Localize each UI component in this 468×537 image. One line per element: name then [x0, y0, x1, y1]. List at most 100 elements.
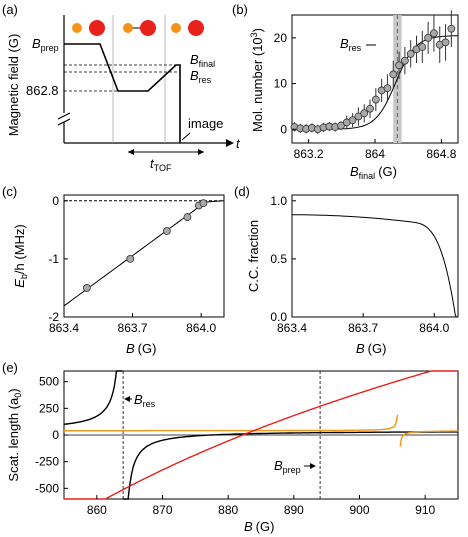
b-xtick-label: 864.8 [426, 147, 456, 161]
b-data-point [406, 49, 415, 58]
c-ytick-label: -2 [48, 310, 59, 324]
atom-small-icon [72, 23, 82, 33]
b-plot-area: 863.2 864 864.8 0 10 20 [274, 10, 458, 161]
a-862-label: 862.8 [26, 83, 59, 98]
c-data-point [199, 199, 208, 208]
e-xtick-label: 890 [284, 503, 304, 517]
a-tof-arrow-right [198, 149, 204, 155]
e-xtick-label: 880 [218, 503, 238, 517]
b-ytick-label: 10 [274, 77, 288, 91]
e-xlabel: B (G) [244, 519, 274, 534]
b-bres-annotation: Bres [340, 36, 362, 53]
a-xlabel: t [236, 136, 241, 151]
e-ytick-label: 0 [52, 428, 59, 442]
c-data-point [183, 213, 192, 221]
e-bprep-arrowhead [310, 463, 316, 469]
e-plot-area: 860 870 880 890 900 910 -500 -250 0 250 500 [35, 370, 458, 517]
e-black-curve-right [123, 431, 458, 500]
panel-a: (a) Magnetic field (G) t Bprep 862.8 Bfi… [2, 2, 241, 173]
a-ylabel: Magnetic field (G) [6, 34, 21, 137]
a-field-sequence [64, 43, 181, 143]
e-bres-arrowhead [124, 396, 130, 402]
b-data-point [371, 95, 380, 104]
a-x-arrow [226, 139, 234, 147]
d-ylabel: C.C. fraction [246, 220, 261, 292]
b-data-point [360, 109, 369, 118]
a-axis-break-2 [57, 118, 71, 126]
e-xtick-label: 900 [349, 503, 369, 517]
b-fit-curve [292, 35, 458, 130]
b-ytick-label: 0 [280, 122, 287, 136]
panel-d: (d) 863.4 863.7 864.0 0.0 0.5 1.0 C.C. fracti… [234, 184, 459, 356]
d-xtick-label: 863.4 [277, 321, 307, 335]
c-plot-area: 863.4 863.7 864.0 0 -1 -2 [48, 194, 225, 335]
atom-small-icon-2 [171, 23, 181, 33]
panel-label-d: (d) [234, 184, 250, 199]
e-black-curve-left [64, 370, 123, 425]
b-xtick-label: 863.2 [294, 147, 324, 161]
b-data-point [418, 43, 427, 51]
c-ylabel: Eb/h (MHz) [12, 224, 29, 288]
e-orange-curve-left [64, 414, 399, 432]
e-ylabel: Scat. length (a0) [6, 388, 23, 481]
c-xtick-label: 863.4 [49, 321, 79, 335]
e-ytick-label: -250 [35, 455, 59, 469]
c-xtick-label: 864.0 [186, 321, 216, 335]
c-ytick-label: -1 [48, 252, 59, 266]
a-bprep-label: Bprep [32, 36, 59, 53]
b-data-point [424, 33, 433, 42]
d-xtick-label: 864.0 [419, 321, 449, 335]
d-xtick-label: 863.7 [348, 321, 378, 335]
a-axis-break [57, 112, 71, 120]
e-xtick-label: 870 [152, 503, 172, 517]
d-ytick-label: 0.0 [270, 310, 287, 324]
e-ytick-label: 250 [39, 401, 59, 415]
panel-label-b: (b) [232, 2, 248, 17]
b-data-point [389, 70, 398, 79]
a-image-pointer [181, 132, 191, 141]
e-xtick-label: 860 [87, 503, 107, 517]
e-ytick-label: 500 [39, 375, 59, 389]
molecule-small-atom-icon [123, 23, 133, 33]
c-data-point [126, 255, 135, 263]
b-data-point [337, 121, 345, 130]
b-data-point [354, 112, 363, 121]
a-bfinal-label: Bfinal [190, 52, 215, 69]
panel-e: (e) 860 870 880 890 900 910 -500 -250 0 250 500 Sc… [2, 360, 459, 534]
atom-large-icon [89, 20, 105, 36]
e-bprep-annotation: Bprep [274, 458, 301, 475]
d-ytick-label: 0.5 [270, 252, 287, 266]
b-xlabel: Bfinal (G) [350, 164, 397, 181]
b-data-point [441, 38, 450, 47]
e-red-curve [64, 370, 458, 500]
b-ylabel: Mol. number (103) [249, 28, 265, 132]
e-xtick-label: 910 [415, 503, 435, 517]
c-frame [63, 194, 225, 318]
e-bres-annotation: Bres [134, 392, 156, 409]
molecule-large-atom-icon [140, 20, 156, 36]
c-ytick-label: 0 [52, 194, 59, 208]
b-data-point [447, 24, 456, 33]
panel-label-a: (a) [2, 2, 18, 17]
c-xlabel: B (G) [126, 341, 156, 356]
a-tof-arrow-left [128, 149, 134, 155]
c-xtick-label: 863.7 [118, 321, 148, 335]
e-orange-curve-right [399, 430, 458, 447]
d-xlabel: B (G) [356, 341, 386, 356]
c-data-point [82, 284, 91, 292]
b-data-point [400, 56, 409, 65]
b-ytick-label: 20 [274, 31, 288, 45]
atom-large-icon-2 [188, 20, 204, 36]
b-data-point [430, 29, 438, 38]
c-data-point [162, 227, 171, 235]
a-tof-label: tTOF [150, 156, 172, 173]
d-frame [291, 194, 459, 318]
d-plot-area: 863.4 863.7 864.0 0.0 0.5 1.0 [270, 194, 458, 335]
b-data-point [366, 104, 374, 113]
b-data-point [348, 116, 357, 125]
panel-c: (c) 863.4 863.7 864.0 0 -1 -2 Eb/h (MHz) B (G) [2, 184, 225, 356]
d-ytick-label: 1.0 [270, 194, 287, 208]
e-ytick-label: -500 [35, 481, 59, 495]
panel-label-c: (c) [2, 184, 17, 199]
